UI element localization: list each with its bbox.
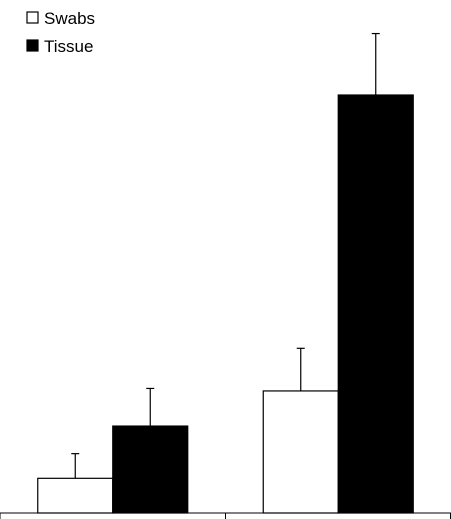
bar-tissue-2: [337, 94, 414, 514]
legend-label-swabs: Swabs: [44, 9, 95, 28]
legend-swatch-swabs: [26, 11, 39, 24]
error-bar-swabs-2: [296, 347, 305, 391]
legend-swatch-tissue: [26, 39, 39, 52]
legend: Swabs Tissue: [26, 9, 95, 56]
error-bar-tissue-1: [146, 387, 155, 427]
bar-swabs-2: [262, 390, 339, 514]
x-ticks-layer: [0, 513, 451, 519]
bars-layer: [37, 94, 414, 514]
bar-tissue-1: [112, 425, 189, 514]
error-bar-swabs-1: [71, 453, 80, 479]
legend-label-tissue: Tissue: [44, 37, 93, 56]
error-bar-tissue-2: [371, 32, 380, 95]
bar-swabs-1: [37, 477, 114, 514]
error-bars-layer: [71, 32, 380, 479]
